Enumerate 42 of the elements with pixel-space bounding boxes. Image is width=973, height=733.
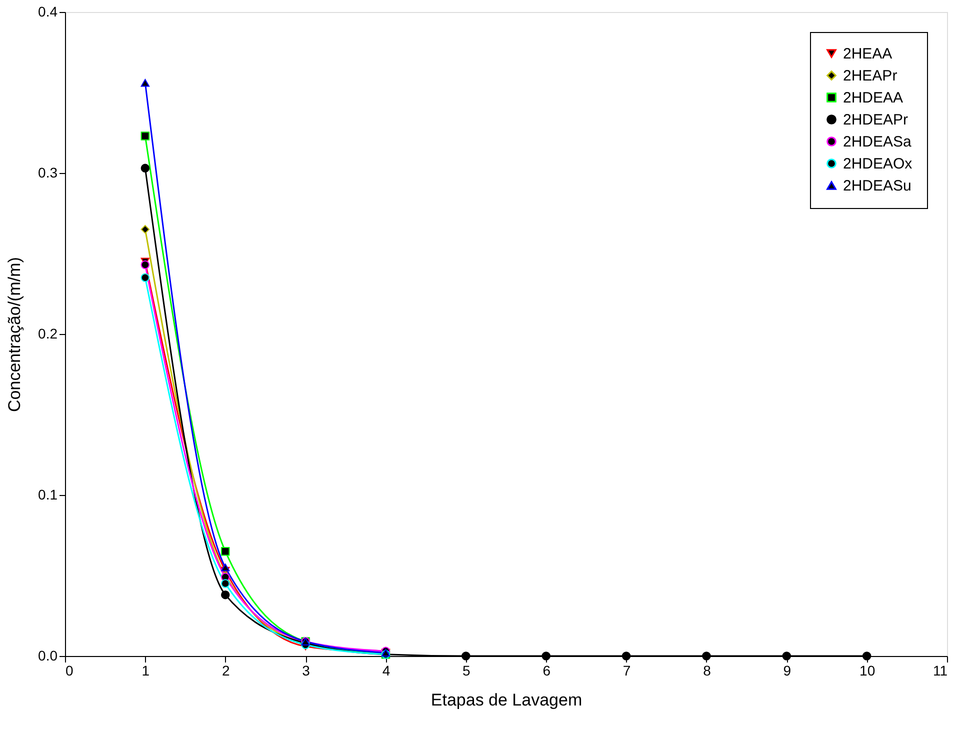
point [140, 78, 150, 87]
point [140, 260, 150, 270]
point [140, 132, 150, 140]
y-tick-label: 0.4 [38, 4, 58, 20]
point [220, 546, 230, 556]
point [140, 164, 150, 173]
legend-label: 2HDEASa [843, 134, 912, 150]
x-tick-label: 6 [542, 662, 551, 678]
point [702, 652, 711, 660]
x-tick-label: 5 [462, 662, 471, 678]
legend-label: 2HEAA [843, 46, 892, 62]
legend-label: 2HDEASu [843, 178, 912, 194]
point [782, 652, 792, 660]
legend-label: 2HEAPr [843, 68, 898, 84]
y-tick-label: 0.1 [38, 486, 58, 502]
point [140, 273, 150, 282]
y-axis-title: Concentração/(m/m) [5, 257, 24, 412]
point [462, 652, 470, 660]
point [220, 579, 230, 588]
point [220, 564, 230, 572]
legend-label: 2HDEAOx [843, 156, 913, 172]
x-tick-label: 4 [382, 662, 390, 678]
x-tick-label: 11 [932, 662, 948, 678]
x-axis-title: Etapas de Lavagem [430, 690, 582, 710]
point [862, 652, 872, 660]
legend-label: 2HDEAA [843, 90, 904, 106]
point [220, 590, 230, 600]
x-tick-label: 2 [222, 662, 230, 678]
x-tick-label: 1 [142, 662, 150, 678]
y-tick-label: 0.3 [38, 164, 58, 180]
point [622, 652, 631, 660]
x-tick-label: 7 [622, 662, 631, 678]
point [140, 224, 150, 234]
x-tick-label: 10 [860, 662, 876, 678]
legend-label: 2HDEAPr [843, 112, 908, 128]
x-tick-label: 0 [66, 662, 74, 678]
y-tick-label: 0.0 [38, 648, 58, 664]
point [542, 652, 550, 660]
y-tick-label: 0.2 [38, 326, 58, 342]
x-tick-label: 3 [302, 662, 310, 678]
x-tick-label: 9 [783, 662, 792, 678]
x-tick-label: 8 [703, 662, 712, 678]
